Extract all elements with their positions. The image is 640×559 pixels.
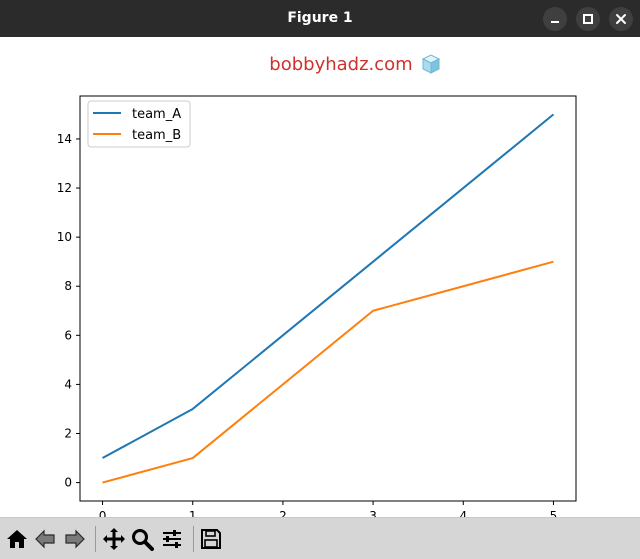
back-arrow-icon xyxy=(35,529,55,549)
maximize-icon xyxy=(583,14,593,24)
series-line-team-b xyxy=(102,260,554,484)
ice-cube-icon xyxy=(421,54,441,74)
legend-label: team_B xyxy=(132,128,181,143)
figure-canvas: bobbyhadz.com 01234502468101214Matchteam… xyxy=(0,37,640,544)
window-titlebar: Figure 1 xyxy=(0,0,640,37)
minimize-icon xyxy=(551,21,559,23)
configure-subplots-button[interactable] xyxy=(160,527,184,551)
pan-move-icon xyxy=(103,528,125,550)
x-tick-label: 0 xyxy=(99,509,107,517)
y-tick-label: 6 xyxy=(64,328,72,342)
configure-subplots-icon xyxy=(163,530,181,548)
x-tick-label: 1 xyxy=(189,509,197,517)
home-icon xyxy=(7,530,27,548)
y-tick-label: 0 xyxy=(64,476,72,490)
back-button[interactable] xyxy=(33,527,57,551)
save-icon xyxy=(201,529,221,549)
minimize-button[interactable] xyxy=(543,7,567,31)
close-icon xyxy=(616,14,626,24)
pan-button[interactable] xyxy=(102,527,126,551)
forward-arrow-icon xyxy=(65,529,85,549)
y-tick-label: 10 xyxy=(57,230,72,244)
x-tick-label: 4 xyxy=(459,509,467,517)
y-tick-label: 4 xyxy=(64,377,72,391)
zoom-button[interactable] xyxy=(130,527,154,551)
y-tick-label: 12 xyxy=(57,181,72,195)
toolbar-separator xyxy=(193,526,194,552)
window-title: Figure 1 xyxy=(287,10,353,26)
save-button[interactable] xyxy=(199,527,223,551)
maximize-button[interactable] xyxy=(576,7,600,31)
home-button[interactable] xyxy=(5,527,29,551)
navigation-toolbar xyxy=(0,517,640,559)
close-button[interactable] xyxy=(609,7,633,31)
forward-button[interactable] xyxy=(63,527,87,551)
x-tick-label: 5 xyxy=(550,509,558,517)
legend-label: team_A xyxy=(132,107,181,122)
figure-header-text: bobbyhadz.com xyxy=(269,54,412,75)
series-line-team-a xyxy=(102,113,555,459)
axes-frame xyxy=(79,95,577,502)
y-tick-label: 14 xyxy=(57,132,72,146)
zoom-magnifier-icon xyxy=(132,529,154,551)
toolbar-separator xyxy=(95,526,96,552)
line-chart: bobbyhadz.com 01234502468101214Matchteam… xyxy=(57,54,577,544)
y-tick-label: 2 xyxy=(64,427,72,441)
x-tick-label: 2 xyxy=(279,509,287,517)
y-tick-label: 8 xyxy=(64,279,72,293)
x-tick-label: 3 xyxy=(369,509,377,517)
